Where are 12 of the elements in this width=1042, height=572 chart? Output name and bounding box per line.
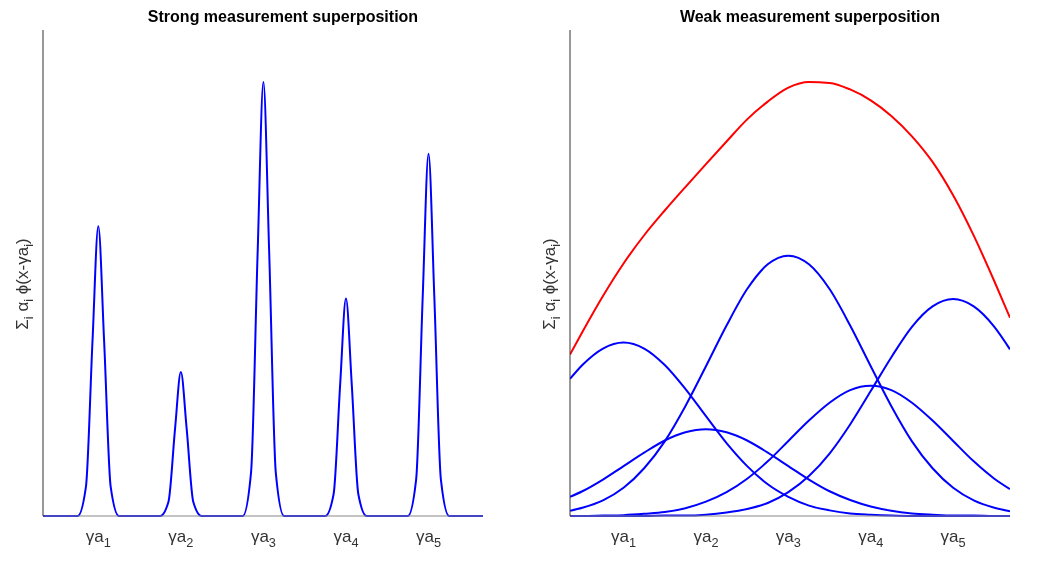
x-tick-label: γa$_{3}$ xyxy=(250,527,276,550)
x-tick-label: γa$_{3}$ xyxy=(775,527,801,550)
x-tick-label: γa$_{5}$ xyxy=(415,527,442,550)
x-tick-label: γa$_{1}$ xyxy=(85,527,111,550)
x-tick-label: γa$_{4}$ xyxy=(858,527,884,550)
x-tick-label: γa$_{1}$ xyxy=(611,527,637,550)
x-tick-label: γa$_{4}$ xyxy=(333,527,359,550)
chart-title: Strong measurement superposition xyxy=(146,8,420,26)
chart-title: Weak measurement superposition xyxy=(678,8,942,26)
x-tick-label: γa$_{2}$ xyxy=(693,527,719,550)
x-tick-label: γa$_{2}$ xyxy=(168,527,194,550)
x-tick-label: γa$_{5}$ xyxy=(940,527,966,550)
